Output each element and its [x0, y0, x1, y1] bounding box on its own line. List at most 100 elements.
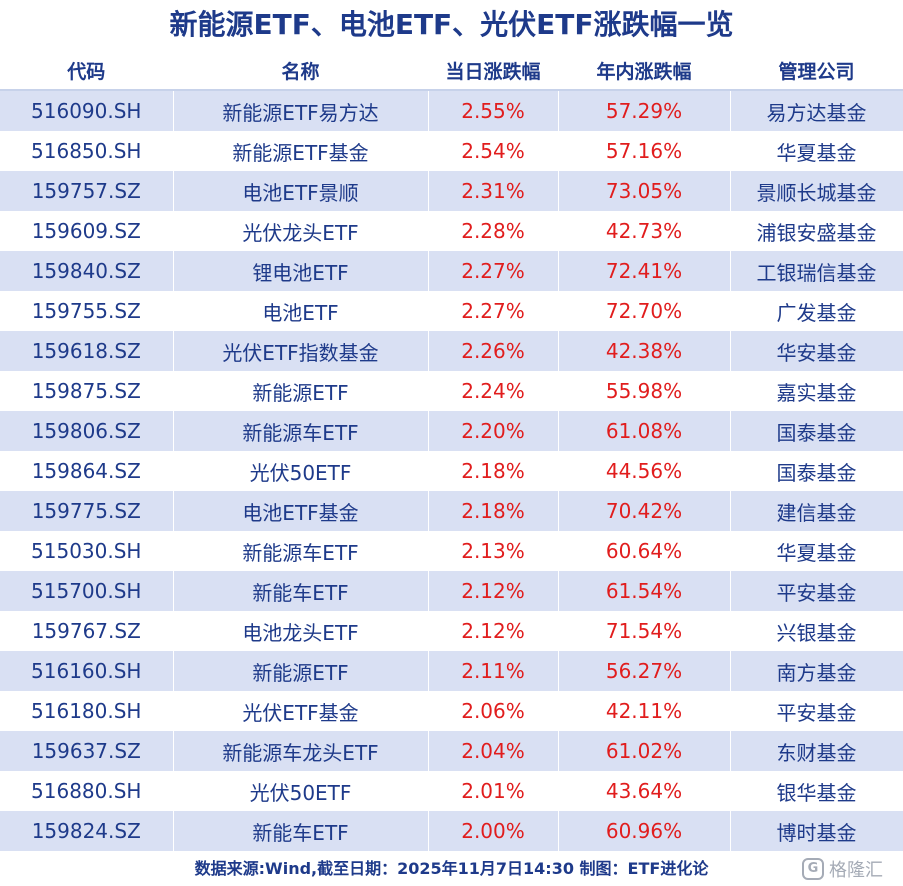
page-title: 新能源ETF、电池ETF、光伏ETF涨跌幅一览: [0, 0, 903, 50]
watermark: G 格隆汇: [802, 857, 883, 881]
cell-code: 159609.SZ: [0, 211, 174, 251]
header-ytd-change: 年内涨跌幅: [558, 51, 731, 91]
cell-ytd-change: 60.64%: [558, 531, 731, 571]
cell-ytd-change: 72.41%: [558, 251, 731, 291]
cell-manager: 工银瑞信基金: [730, 251, 903, 291]
cell-code: 516850.SH: [0, 131, 174, 171]
cell-name: 新能车ETF: [173, 571, 429, 611]
cell-code: 159767.SZ: [0, 611, 174, 651]
cell-ytd-change: 60.96%: [558, 811, 731, 851]
cell-daily-change: 2.26%: [428, 331, 559, 371]
cell-manager: 银华基金: [730, 771, 903, 811]
header-manager: 管理公司: [730, 51, 903, 91]
cell-ytd-change: 57.29%: [558, 90, 731, 131]
cell-ytd-change: 42.73%: [558, 211, 731, 251]
cell-daily-change: 2.24%: [428, 371, 559, 411]
table-row: 159775.SZ 电池ETF基金 2.18% 70.42% 建信基金: [0, 491, 903, 531]
cell-manager: 广发基金: [730, 291, 903, 331]
cell-name: 新能源ETF: [173, 371, 429, 411]
cell-code: 159637.SZ: [0, 731, 174, 771]
cell-code: 159824.SZ: [0, 811, 174, 851]
table-row: 159637.SZ 新能源车龙头ETF 2.04% 61.02% 东财基金: [0, 731, 903, 771]
cell-ytd-change: 55.98%: [558, 371, 731, 411]
cell-name: 新能源车龙头ETF: [173, 731, 429, 771]
cell-ytd-change: 61.54%: [558, 571, 731, 611]
cell-code: 515030.SH: [0, 531, 174, 571]
watermark-logo-icon: G: [802, 858, 824, 880]
header-row: 代码 名称 当日涨跌幅 年内涨跌幅 管理公司: [0, 51, 903, 91]
cell-code: 159840.SZ: [0, 251, 174, 291]
cell-code: 159757.SZ: [0, 171, 174, 211]
cell-manager: 博时基金: [730, 811, 903, 851]
cell-manager: 平安基金: [730, 571, 903, 611]
header-name: 名称: [173, 51, 429, 91]
table-row: 159618.SZ 光伏ETF指数基金 2.26% 42.38% 华安基金: [0, 331, 903, 371]
cell-daily-change: 2.06%: [428, 691, 559, 731]
cell-code: 516160.SH: [0, 651, 174, 691]
cell-name: 新能源ETF基金: [173, 131, 429, 171]
cell-daily-change: 2.54%: [428, 131, 559, 171]
etf-table: 代码 名称 当日涨跌幅 年内涨跌幅 管理公司 516090.SH 新能源ETF易方…: [0, 51, 903, 851]
cell-name: 光伏ETF指数基金: [173, 331, 429, 371]
cell-code: 516180.SH: [0, 691, 174, 731]
cell-manager: 南方基金: [730, 651, 903, 691]
cell-code: 159864.SZ: [0, 451, 174, 491]
table-row: 159609.SZ 光伏龙头ETF 2.28% 42.73% 浦银安盛基金: [0, 211, 903, 251]
table-row: 159755.SZ 电池ETF 2.27% 72.70% 广发基金: [0, 291, 903, 331]
cell-name: 锂电池ETF: [173, 251, 429, 291]
cell-daily-change: 2.18%: [428, 451, 559, 491]
cell-manager: 华安基金: [730, 331, 903, 371]
cell-manager: 建信基金: [730, 491, 903, 531]
cell-name: 电池龙头ETF: [173, 611, 429, 651]
cell-daily-change: 2.55%: [428, 90, 559, 131]
cell-name: 电池ETF: [173, 291, 429, 331]
cell-manager: 东财基金: [730, 731, 903, 771]
cell-name: 新能源车ETF: [173, 411, 429, 451]
cell-name: 光伏龙头ETF: [173, 211, 429, 251]
table-row: 515030.SH 新能源车ETF 2.13% 60.64% 华夏基金: [0, 531, 903, 571]
cell-daily-change: 2.04%: [428, 731, 559, 771]
cell-code: 159775.SZ: [0, 491, 174, 531]
cell-name: 光伏ETF基金: [173, 691, 429, 731]
cell-code: 159618.SZ: [0, 331, 174, 371]
cell-name: 新能源车ETF: [173, 531, 429, 571]
cell-ytd-change: 73.05%: [558, 171, 731, 211]
table-row: 516880.SH 光伏50ETF 2.01% 43.64% 银华基金: [0, 771, 903, 811]
cell-daily-change: 2.27%: [428, 251, 559, 291]
cell-manager: 易方达基金: [730, 90, 903, 131]
table-row: 516090.SH 新能源ETF易方达 2.55% 57.29% 易方达基金: [0, 90, 903, 131]
cell-ytd-change: 56.27%: [558, 651, 731, 691]
cell-daily-change: 2.12%: [428, 571, 559, 611]
cell-manager: 华夏基金: [730, 131, 903, 171]
cell-daily-change: 2.01%: [428, 771, 559, 811]
header-code: 代码: [0, 51, 174, 91]
cell-daily-change: 2.31%: [428, 171, 559, 211]
table-row: 159864.SZ 光伏50ETF 2.18% 44.56% 国泰基金: [0, 451, 903, 491]
table-row: 516180.SH 光伏ETF基金 2.06% 42.11% 平安基金: [0, 691, 903, 731]
table-row: 159840.SZ 锂电池ETF 2.27% 72.41% 工银瑞信基金: [0, 251, 903, 291]
cell-name: 电池ETF景顺: [173, 171, 429, 211]
cell-ytd-change: 72.70%: [558, 291, 731, 331]
cell-manager: 国泰基金: [730, 411, 903, 451]
header-daily-change: 当日涨跌幅: [428, 51, 559, 91]
cell-manager: 嘉实基金: [730, 371, 903, 411]
cell-ytd-change: 61.02%: [558, 731, 731, 771]
cell-ytd-change: 42.38%: [558, 331, 731, 371]
cell-code: 159875.SZ: [0, 371, 174, 411]
cell-manager: 华夏基金: [730, 531, 903, 571]
cell-ytd-change: 71.54%: [558, 611, 731, 651]
table-row: 159757.SZ 电池ETF景顺 2.31% 73.05% 景顺长城基金: [0, 171, 903, 211]
cell-manager: 兴银基金: [730, 611, 903, 651]
cell-manager: 国泰基金: [730, 451, 903, 491]
cell-code: 515700.SH: [0, 571, 174, 611]
cell-code: 159806.SZ: [0, 411, 174, 451]
cell-ytd-change: 43.64%: [558, 771, 731, 811]
cell-daily-change: 2.20%: [428, 411, 559, 451]
cell-name: 新能车ETF: [173, 811, 429, 851]
cell-daily-change: 2.28%: [428, 211, 559, 251]
cell-daily-change: 2.13%: [428, 531, 559, 571]
table-row: 515700.SH 新能车ETF 2.12% 61.54% 平安基金: [0, 571, 903, 611]
cell-daily-change: 2.18%: [428, 491, 559, 531]
cell-ytd-change: 61.08%: [558, 411, 731, 451]
cell-name: 光伏50ETF: [173, 771, 429, 811]
